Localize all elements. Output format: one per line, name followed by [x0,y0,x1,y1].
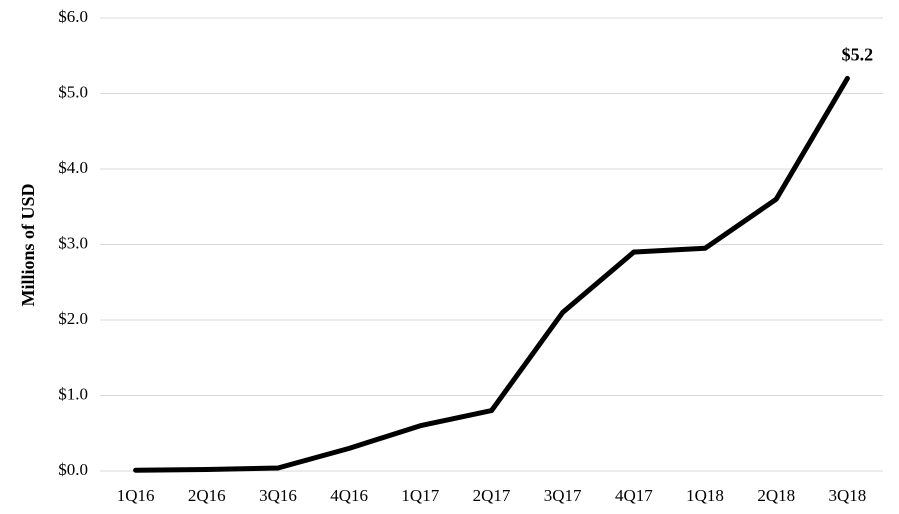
y-tick-label: $4.0 [58,158,88,177]
x-tick-label: 2Q16 [188,486,226,505]
x-tick-label: 2Q18 [757,486,795,505]
y-axis-title: Millions of USD [18,183,38,306]
x-tick-label: 4Q17 [615,486,653,505]
x-tick-label: 1Q16 [117,486,155,505]
x-tick-label: 3Q18 [829,486,867,505]
data-line [133,75,850,473]
x-tick-label: 3Q17 [544,486,582,505]
y-tick-label: $2.0 [58,309,88,328]
data-label: $5.2 [842,45,874,65]
x-tick-label: 4Q16 [330,486,368,505]
y-tick-label: $5.0 [58,82,88,101]
y-tick-label: $1.0 [58,384,88,403]
y-tick-label: $6.0 [58,7,88,26]
x-tick-label: 3Q16 [259,486,297,505]
y-tick-label: $3.0 [58,233,88,252]
y-tick-label: $0.0 [58,460,88,479]
x-tick-label: 2Q17 [473,486,511,505]
x-tick-label: 1Q18 [686,486,724,505]
x-tick-label: 1Q17 [401,486,439,505]
